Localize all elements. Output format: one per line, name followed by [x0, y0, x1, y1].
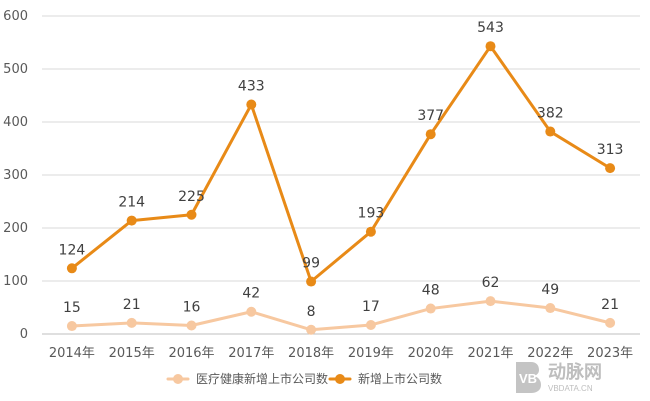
series-2-point-7	[425, 129, 436, 140]
series-2-point-10	[605, 163, 616, 174]
series-1-point-6	[365, 319, 376, 330]
legend-marker-2	[335, 374, 345, 384]
x-tick-label-2018年: 2018年	[288, 346, 334, 361]
series-1-label-5: 8	[307, 304, 316, 320]
series-2-point-4	[246, 99, 257, 110]
series-2-point-9	[545, 126, 556, 137]
series-1-label-1: 15	[63, 300, 81, 316]
series-2-point-8	[485, 41, 496, 52]
series-1-point-8	[485, 296, 496, 307]
x-tick-label-2022年: 2022年	[527, 346, 573, 361]
series-2-label-8: 543	[477, 20, 504, 36]
series-2-point-2	[126, 215, 137, 226]
x-tick-label-2019年: 2019年	[348, 346, 394, 361]
series-1-label-4: 42	[242, 286, 260, 302]
x-tick-label-2016年: 2016年	[168, 346, 214, 361]
series-2-label-2: 214	[118, 195, 145, 211]
series-1-label-8: 62	[482, 275, 500, 291]
axes: 0 100 200 300 400 500 600 2014年 2015年 2016年 2017年 2…	[3, 9, 640, 361]
y-tick-label-600: 600	[3, 9, 28, 24]
x-tick-label-2014年: 2014年	[49, 346, 95, 361]
y-tick-label-400: 400	[3, 115, 28, 130]
x-tick-label-2023年: 2023年	[587, 346, 633, 361]
legend-marker-1	[173, 374, 183, 384]
series-1-point-9	[545, 303, 556, 314]
series-2-label-6: 193	[358, 206, 385, 222]
series-2-label-3: 225	[178, 189, 205, 205]
y-tick-label-500: 500	[3, 62, 28, 77]
y-tick-label-0: 0	[20, 327, 28, 342]
watermark-brand: 动脉网	[548, 361, 602, 382]
series-layer	[66, 41, 616, 335]
x-tick-label-2015年: 2015年	[109, 346, 155, 361]
legend: 医疗健康新增上市公司数 新增上市公司数	[166, 371, 442, 386]
series-2-label-9: 382	[537, 106, 564, 122]
series-2-point-3	[186, 209, 197, 220]
series-1-point-2	[126, 317, 137, 328]
series-2-point-5	[306, 276, 317, 287]
y-tick-label-300: 300	[3, 168, 28, 183]
vb-logo-icon: VB	[516, 362, 541, 393]
legend-label-2: 新增上市公司数	[358, 371, 442, 386]
y-tick-label-200: 200	[3, 221, 28, 236]
series-1-label-2: 21	[123, 297, 141, 313]
series-2-point-6	[365, 226, 376, 237]
series-1-point-1	[66, 321, 77, 332]
series-2-label-1: 124	[59, 242, 86, 258]
series-1-label-7: 48	[422, 283, 440, 299]
series-1-point-3	[186, 320, 197, 331]
series-1-label-10: 21	[601, 297, 619, 313]
x-tick-label-2017年: 2017年	[228, 346, 274, 361]
watermark-logo-text: VB	[519, 371, 537, 386]
gridlines	[42, 15, 640, 282]
series-1-label-6: 17	[362, 299, 380, 315]
data-labels: 15 21 16 42 8 17 48 62 49 21 124 214 225 433 99 193 377 5…	[59, 20, 624, 320]
series-2-label-5: 99	[302, 256, 320, 272]
series-2-label-4: 433	[238, 79, 265, 95]
watermark-logo: VB 动脉网 VBDATA.CN	[516, 361, 602, 393]
series-2-label-7: 377	[417, 108, 444, 124]
series-line-2	[70, 44, 612, 284]
legend-label-1: 医疗健康新增上市公司数	[196, 371, 328, 386]
series-1-label-3: 16	[183, 300, 201, 316]
series-2-point-1	[66, 263, 77, 274]
x-tick-label-2020年: 2020年	[408, 346, 454, 361]
series-1-point-7	[425, 303, 436, 314]
y-tick-label-100: 100	[3, 274, 28, 289]
series-1-label-9: 49	[541, 282, 559, 298]
series-line-1	[70, 299, 612, 332]
series-1-point-10	[605, 317, 616, 328]
series-1-point-5	[306, 324, 317, 335]
series-1-point-4	[246, 306, 257, 317]
x-tick-label-2021年: 2021年	[467, 346, 513, 361]
series-2-label-10: 313	[597, 142, 624, 158]
watermark-site: VBDATA.CN	[548, 384, 593, 393]
